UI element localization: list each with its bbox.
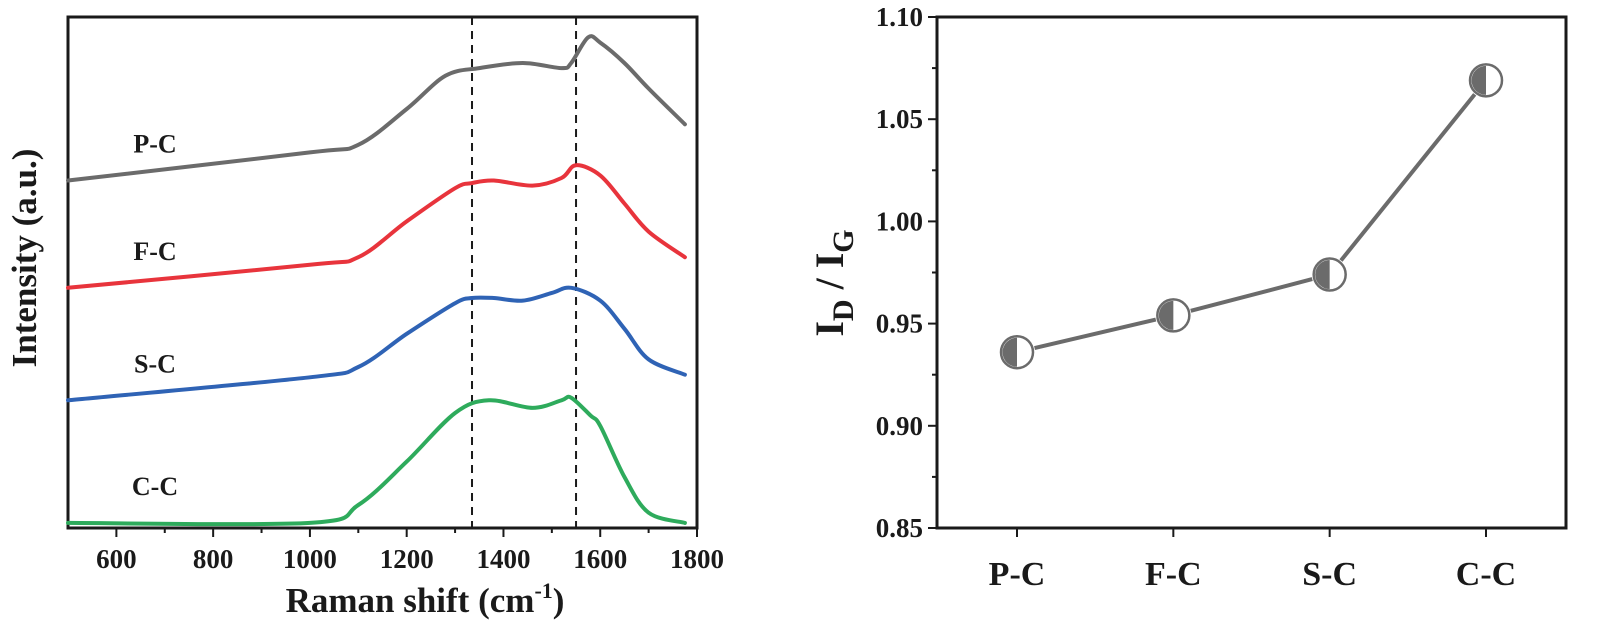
raman-x-tick-label: 800 — [193, 544, 234, 574]
ratio-line-segment — [1034, 317, 1157, 351]
raman-x-tick-label: 1600 — [573, 544, 627, 574]
ratio-point-p-c — [999, 334, 1035, 370]
ratio-series — [999, 63, 1504, 370]
raman-series-label-c-c: C-C — [132, 472, 178, 501]
raman-x-tick-label: 1200 — [380, 544, 434, 574]
ratio-y-axis-title: ID / IG — [807, 229, 860, 336]
raman-series-lines — [66, 34, 687, 527]
ratio-plot-frame — [935, 15, 1568, 530]
ratio-x-tick-label: P-C — [989, 556, 1046, 593]
ratio-point-f-c — [1156, 298, 1191, 333]
ratio-y-tick-label: 1.10 — [876, 2, 923, 32]
raman-x-tick-label: 1000 — [283, 544, 337, 574]
raman-x-tick-label: 600 — [96, 544, 137, 574]
ratio-y-tick-label: 0.95 — [876, 309, 923, 339]
ratio-y-ticks: 0.85 0.90 0.95 1.00 1.05 1.10 — [876, 2, 937, 543]
raman-x-axis-title: Raman shift (cm-1) — [286, 578, 565, 620]
raman-series-labels: P-C F-C S-C C-C — [132, 130, 178, 501]
ratio-line-segment — [1190, 277, 1313, 313]
raman-series-label-f-c: F-C — [133, 237, 176, 266]
ratio-x-tick-label: F-C — [1145, 556, 1202, 593]
raman-panel: 600 800 1000 1200 1400 1600 1800 P-CF-CS-CC-C … — [5, 15, 724, 620]
ratio-y-tick-label: 1.05 — [876, 104, 923, 134]
raman-reference-lines — [471, 17, 578, 528]
raman-series-label-p-c: P-C — [133, 130, 176, 159]
raman-x-tick-label: 1400 — [476, 544, 530, 574]
raman-x-tick-label: 1800 — [670, 544, 724, 574]
ratio-y-tick-label: 0.90 — [876, 411, 923, 441]
raman-series-label-s-c: S-C — [134, 349, 176, 378]
ratio-panel: 0.85 0.90 0.95 1.00 1.05 1.10 P-C F-C S-C C-C ID… — [807, 2, 1568, 593]
raman-series-line-p-c — [66, 34, 687, 183]
raman-series-line-c-c — [66, 394, 687, 527]
ratio-x-tick-label: C-C — [1456, 556, 1516, 593]
raman-series-line-s-c — [66, 285, 687, 403]
ratio-x-ticks: P-C F-C S-C C-C — [989, 528, 1516, 593]
ratio-x-tick-label: S-C — [1302, 556, 1357, 593]
ratio-y-tick-label: 1.00 — [876, 206, 923, 236]
ratio-line-segment — [1339, 93, 1477, 262]
ratio-point-c-c — [1468, 63, 1504, 98]
raman-x-ticks: 600 800 1000 1200 1400 1600 1800 — [96, 528, 724, 574]
raman-series-line-f-c — [66, 163, 687, 290]
raman-y-axis-title: Intensity (a.u.) — [5, 149, 44, 368]
raman-plot-frame — [66, 15, 699, 530]
ratio-y-tick-label: 0.85 — [876, 513, 923, 543]
ratio-point-s-c — [1312, 257, 1347, 292]
